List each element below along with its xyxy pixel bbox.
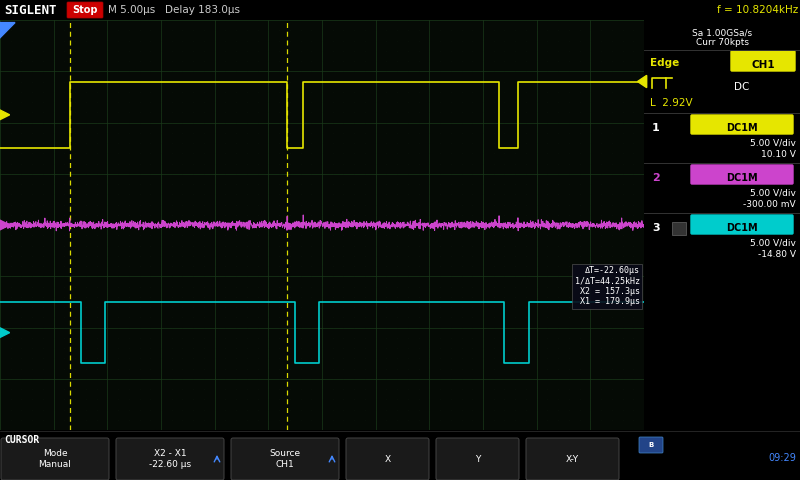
FancyBboxPatch shape xyxy=(731,51,795,71)
Text: Mode
Manual: Mode Manual xyxy=(38,449,71,468)
FancyBboxPatch shape xyxy=(691,215,793,234)
FancyBboxPatch shape xyxy=(231,438,339,480)
Text: Stop: Stop xyxy=(72,5,98,15)
Text: CH1: CH1 xyxy=(751,60,775,70)
Text: f = 10.8204kHz: f = 10.8204kHz xyxy=(717,5,798,15)
Text: M 5.00µs   Delay 183.0µs: M 5.00µs Delay 183.0µs xyxy=(108,5,240,15)
Text: DC1M: DC1M xyxy=(726,173,758,183)
Text: 09:29: 09:29 xyxy=(768,453,796,463)
Polygon shape xyxy=(0,326,10,339)
Text: 2: 2 xyxy=(652,173,660,183)
Polygon shape xyxy=(638,75,646,88)
FancyBboxPatch shape xyxy=(116,438,224,480)
Text: SIGLENT: SIGLENT xyxy=(4,3,57,16)
Text: DC1M: DC1M xyxy=(726,123,758,133)
Text: Sa 1.00GSa/s: Sa 1.00GSa/s xyxy=(692,28,752,37)
Text: Curr 70kpts: Curr 70kpts xyxy=(695,38,749,47)
Text: X-Y: X-Y xyxy=(566,455,579,464)
FancyBboxPatch shape xyxy=(639,437,663,453)
Text: DC: DC xyxy=(734,82,750,92)
FancyBboxPatch shape xyxy=(691,165,793,184)
Text: Source
CH1: Source CH1 xyxy=(270,449,301,468)
Text: 10.10 V: 10.10 V xyxy=(761,150,796,159)
Text: DC1M: DC1M xyxy=(726,223,758,233)
FancyBboxPatch shape xyxy=(1,438,109,480)
Polygon shape xyxy=(0,219,10,231)
Polygon shape xyxy=(0,108,10,121)
Text: L  2.92V: L 2.92V xyxy=(650,98,693,108)
Text: 3: 3 xyxy=(652,223,660,233)
Text: B: B xyxy=(648,442,654,448)
Polygon shape xyxy=(0,23,15,40)
Text: 5.00 V/div: 5.00 V/div xyxy=(750,138,796,147)
Text: 5.00 V/div: 5.00 V/div xyxy=(750,188,796,197)
Text: CURSOR: CURSOR xyxy=(4,435,39,445)
FancyBboxPatch shape xyxy=(526,438,619,480)
FancyBboxPatch shape xyxy=(436,438,519,480)
FancyBboxPatch shape xyxy=(346,438,429,480)
FancyBboxPatch shape xyxy=(672,222,686,235)
Text: -14.80 V: -14.80 V xyxy=(758,250,796,259)
Text: ΔT=-22.60µs
1/ΔT=44.25kHz
X2 = 157.3µs
X1 = 179.9µs: ΔT=-22.60µs 1/ΔT=44.25kHz X2 = 157.3µs X… xyxy=(574,266,640,306)
Text: 5.00 V/div: 5.00 V/div xyxy=(750,238,796,247)
Text: Y: Y xyxy=(475,455,480,464)
Text: X: X xyxy=(385,455,390,464)
Text: 1: 1 xyxy=(652,123,660,133)
Text: -300.00 mV: -300.00 mV xyxy=(743,200,796,209)
Text: X2 - X1
-22.60 µs: X2 - X1 -22.60 µs xyxy=(149,449,191,468)
Text: Edge: Edge xyxy=(650,58,679,68)
FancyBboxPatch shape xyxy=(67,2,103,18)
FancyBboxPatch shape xyxy=(691,115,793,134)
